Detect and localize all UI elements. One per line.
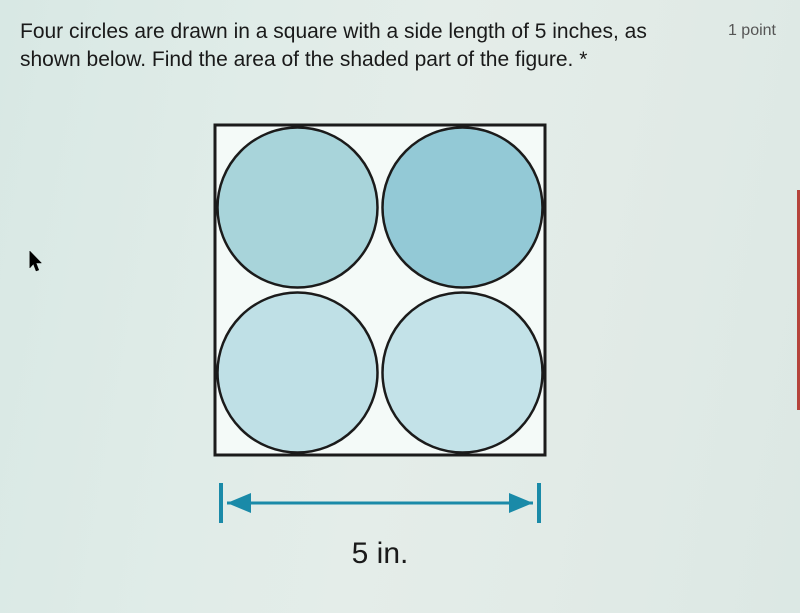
question-text: Four circles are drawn in a square with … — [20, 18, 708, 75]
circle-bottom-right — [383, 293, 543, 453]
circle-bottom-left — [218, 293, 378, 453]
dimension-line — [221, 483, 539, 523]
points-label: 1 point — [728, 18, 776, 40]
question-row: Four circles are drawn in a square with … — [0, 0, 800, 75]
geometry-svg: 5 in. — [205, 115, 565, 585]
circle-top-left — [218, 128, 378, 288]
dimension-label: 5 in. — [352, 537, 409, 570]
figure: 5 in. — [205, 115, 565, 585]
circle-top-right — [383, 128, 543, 288]
cursor-icon — [29, 250, 45, 274]
